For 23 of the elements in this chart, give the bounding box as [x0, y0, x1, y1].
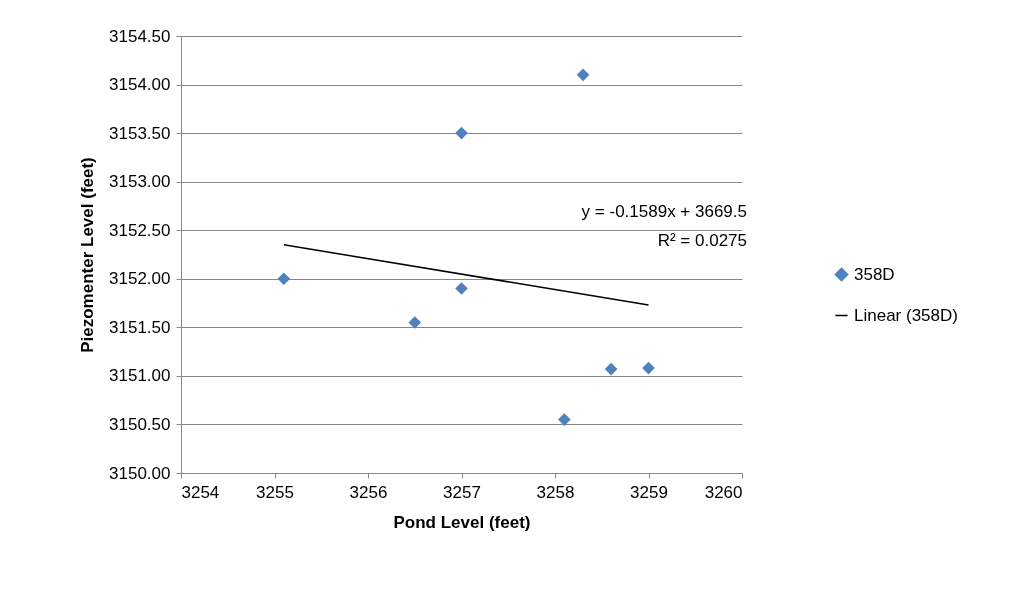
y-tick-label: 3150.00	[109, 463, 171, 483]
y-tick-label: 3151.50	[109, 317, 171, 337]
annotation: y = -0.1589x + 3669.5	[581, 202, 747, 221]
y-tick-label: 3150.50	[109, 414, 171, 434]
x-tick-label: 3254	[181, 482, 220, 502]
x-tick-label: 3256	[349, 482, 388, 502]
x-tick-label: 3260	[704, 482, 743, 502]
y-tick-label: 3154.00	[109, 75, 171, 95]
x-axis-title: Pond Level (feet)	[393, 512, 531, 532]
x-tick-label: 3259	[630, 482, 668, 502]
y-tick-label: 3152.50	[109, 220, 171, 240]
x-tick-label: 3258	[536, 482, 575, 502]
y-tick-label: 3152.00	[109, 269, 171, 289]
y-tick-label: 3153.00	[109, 172, 171, 192]
y-axis-title: Piezomenter Level (feet)	[78, 157, 98, 353]
y-tick-label: 3154.50	[109, 26, 171, 46]
legend-label: Linear (358D)	[854, 305, 958, 325]
y-tick-label: 3151.00	[109, 366, 171, 386]
x-tick-label: 3255	[256, 482, 294, 502]
legend-label: 358D	[854, 264, 895, 284]
x-tick-label: 3257	[443, 482, 481, 502]
annotation: R² = 0.0275	[657, 231, 747, 250]
y-tick-label: 3153.50	[109, 123, 171, 143]
